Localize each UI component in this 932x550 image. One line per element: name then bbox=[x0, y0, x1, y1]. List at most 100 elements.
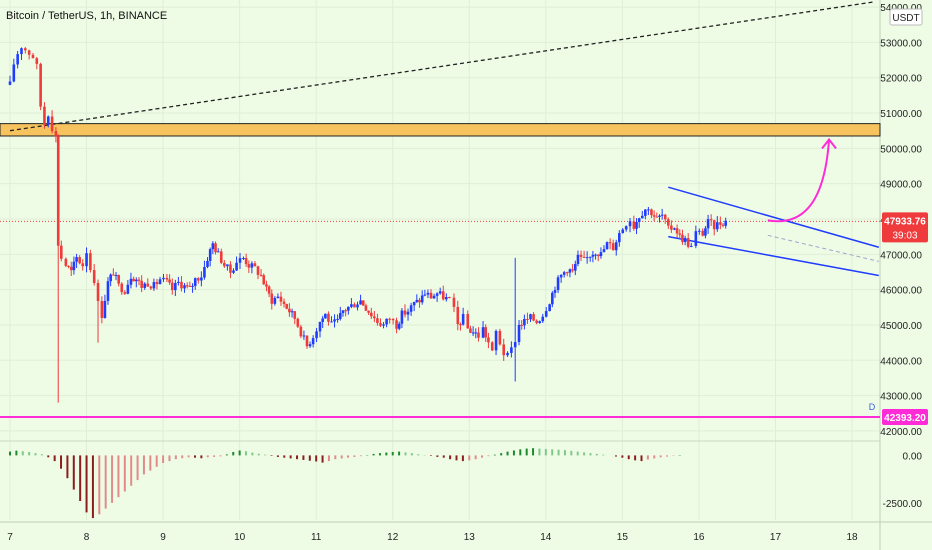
candle-body bbox=[129, 278, 133, 285]
dashed-trendline bbox=[9, 1, 876, 132]
candle-body bbox=[117, 275, 120, 284]
candle-body bbox=[64, 258, 68, 266]
candle-body bbox=[149, 286, 153, 289]
candle-body bbox=[494, 330, 498, 351]
candle-body bbox=[704, 228, 707, 236]
candle-body bbox=[701, 230, 705, 236]
candle-body bbox=[635, 222, 638, 229]
candle-body bbox=[369, 312, 373, 317]
candle-body bbox=[214, 243, 217, 253]
oscillator-panel bbox=[9, 448, 681, 519]
candle-body bbox=[715, 222, 719, 230]
candle-body bbox=[59, 245, 63, 259]
candle-body bbox=[188, 285, 192, 287]
candle-body bbox=[686, 238, 690, 247]
candle-body bbox=[193, 278, 197, 286]
candle-body bbox=[120, 283, 124, 293]
y-tick-label: 43000.00 bbox=[880, 392, 922, 403]
candle-body bbox=[628, 221, 632, 227]
candle-body bbox=[709, 219, 713, 221]
candle-body bbox=[644, 209, 647, 216]
candle-body bbox=[302, 335, 306, 337]
candle-body bbox=[364, 305, 368, 311]
candle-body bbox=[506, 352, 509, 356]
candle-body bbox=[96, 282, 100, 302]
candle-body bbox=[367, 310, 370, 313]
candle-body bbox=[379, 323, 382, 326]
candle-body bbox=[170, 282, 174, 291]
candle-body bbox=[376, 318, 379, 324]
candle-body bbox=[31, 54, 35, 59]
x-tick-label: 18 bbox=[846, 532, 858, 543]
oscillator-tick-label: 0.00 bbox=[903, 451, 923, 462]
candle-body bbox=[293, 311, 297, 319]
candle-body bbox=[526, 319, 529, 321]
candle-body bbox=[290, 311, 294, 313]
candle-body bbox=[694, 231, 698, 246]
candle-body bbox=[647, 209, 650, 211]
candle-body bbox=[168, 279, 171, 283]
candle-body bbox=[517, 324, 521, 342]
candle-body bbox=[650, 209, 653, 216]
candle-body bbox=[611, 243, 615, 251]
candle-body bbox=[426, 292, 430, 295]
candle-body bbox=[395, 320, 398, 329]
currency-label-text: USDT bbox=[892, 13, 919, 24]
candle-body bbox=[403, 310, 407, 315]
candle-body bbox=[347, 306, 350, 311]
support-marker-label: D bbox=[869, 402, 876, 412]
candle-body bbox=[469, 328, 472, 333]
candle-body bbox=[259, 274, 263, 276]
candle-body bbox=[418, 299, 421, 303]
candle-body bbox=[356, 304, 359, 308]
candle-body bbox=[81, 263, 85, 267]
candle-body bbox=[162, 277, 165, 280]
x-tick-label: 11 bbox=[311, 532, 322, 543]
candle-body bbox=[35, 58, 39, 64]
candle-body bbox=[571, 269, 574, 271]
candle-body bbox=[262, 275, 266, 285]
candle-body bbox=[548, 304, 551, 312]
y-tick-label: 50000.00 bbox=[880, 144, 922, 155]
candle-body bbox=[78, 257, 81, 264]
candle-body bbox=[321, 318, 324, 322]
oscillator-tick-label: -2500.00 bbox=[883, 499, 923, 510]
candle-body bbox=[361, 300, 365, 306]
candle-body bbox=[50, 116, 54, 132]
candle-body bbox=[599, 252, 603, 257]
candle-body bbox=[183, 285, 186, 289]
candle-body bbox=[100, 301, 104, 318]
candle-body bbox=[637, 218, 641, 223]
candle-body bbox=[174, 283, 177, 291]
candle-body bbox=[624, 226, 628, 230]
candle-body bbox=[85, 253, 88, 267]
candle-body bbox=[135, 279, 138, 282]
candle-body bbox=[54, 131, 58, 137]
candle-body bbox=[256, 266, 260, 275]
candle-body bbox=[618, 233, 621, 243]
candle-body bbox=[206, 260, 209, 267]
candle-body bbox=[432, 295, 436, 299]
candle-body bbox=[681, 234, 684, 242]
candle-body bbox=[282, 301, 286, 304]
candle-body bbox=[490, 342, 494, 351]
candle-body bbox=[582, 256, 586, 258]
y-tick-label: 49000.00 bbox=[880, 180, 922, 191]
candle-body bbox=[267, 286, 271, 294]
candle-body bbox=[203, 266, 206, 278]
candle-body bbox=[123, 292, 127, 294]
candle-body bbox=[553, 290, 557, 293]
y-tick-label: 46000.00 bbox=[880, 286, 922, 297]
candle-body bbox=[459, 324, 462, 326]
candle-body bbox=[67, 265, 70, 267]
projection-arrow-curve bbox=[767, 139, 831, 223]
candle-body bbox=[621, 229, 625, 234]
candle-body bbox=[585, 257, 589, 259]
candle-body bbox=[721, 224, 725, 226]
candle-body bbox=[279, 296, 283, 302]
candle-body bbox=[689, 245, 693, 247]
candle-body bbox=[253, 263, 257, 267]
candle-body bbox=[673, 228, 676, 230]
candle-body bbox=[655, 216, 659, 218]
